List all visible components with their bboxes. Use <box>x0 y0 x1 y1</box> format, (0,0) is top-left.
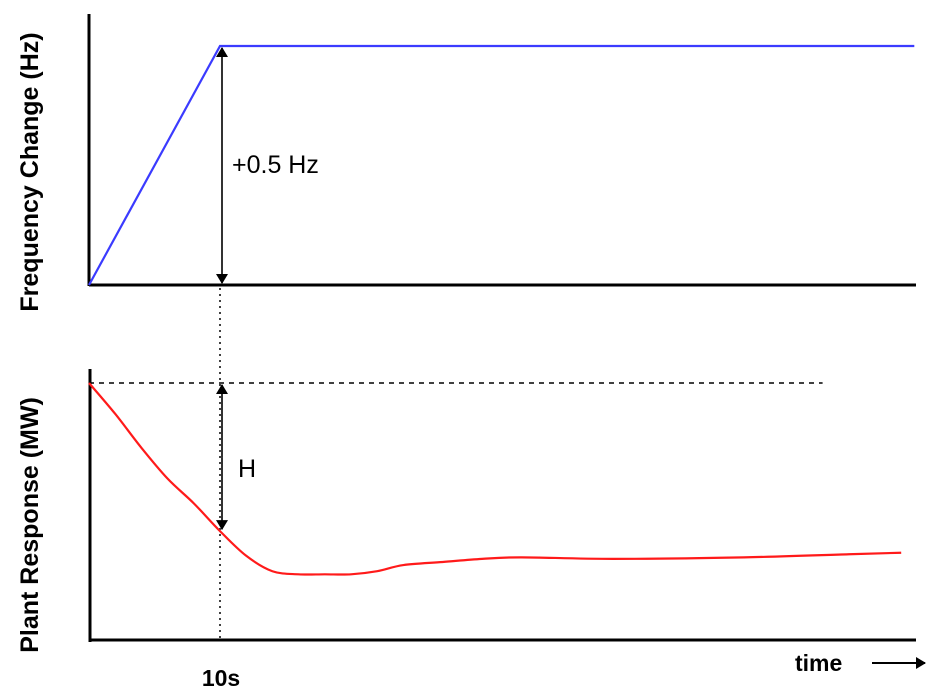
response-drop-label: H <box>238 455 256 483</box>
x-tick-label-10s: 10s <box>202 665 240 691</box>
frequency-step-label: +0.5 Hz <box>232 151 319 179</box>
x-axis-title: time <box>795 650 842 676</box>
plant-response-curve <box>88 382 902 576</box>
frequency-change-line <box>88 44 915 286</box>
top-y-axis-title: Frequency Change (Hz) <box>16 32 44 311</box>
bottom-y-axis-title: Plant Response (MW) <box>16 397 44 653</box>
